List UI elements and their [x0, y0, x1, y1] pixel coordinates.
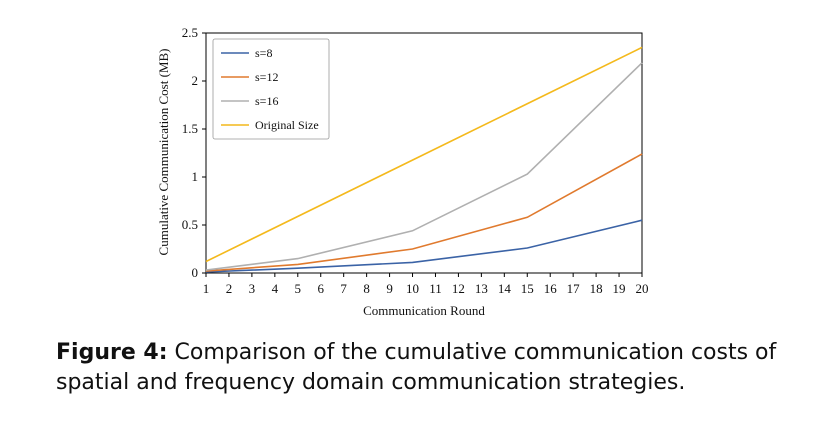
x-tick-label: 11	[429, 281, 442, 296]
legend-entry: s=12	[255, 70, 278, 84]
y-tick-label: 0.5	[182, 217, 198, 232]
x-tick-label: 15	[521, 281, 534, 296]
x-tick-label: 19	[613, 281, 626, 296]
x-tick-label: 6	[317, 281, 324, 296]
x-tick-label: 13	[475, 281, 488, 296]
x-axis-label: Communication Round	[363, 303, 485, 318]
x-tick-label: 3	[249, 281, 256, 296]
x-tick-label: 14	[498, 281, 512, 296]
legend-entry: s=8	[255, 46, 272, 60]
series-line	[205, 219, 643, 273]
y-tick-label: 1.5	[182, 121, 198, 136]
y-tick-label: 1	[192, 169, 199, 184]
x-tick-label: 17	[567, 281, 581, 296]
legend-entry: s=16	[255, 94, 278, 108]
legend-entry: Original Size	[255, 118, 319, 132]
x-tick-label: 20	[636, 281, 649, 296]
x-tick-label: 18	[590, 281, 603, 296]
series-line	[205, 46, 643, 263]
figure-caption: Figure 4: Comparison of the cumulative c…	[56, 338, 796, 398]
line-chart: 00.511.522.51 2 3 4 5 6 7 8 9 10 11 12 13 14 15 16 17 18 1…	[156, 25, 649, 318]
x-tick-label: 8	[363, 281, 370, 296]
plot-area: 00.511.522.51 2 3 4 5 6 7 8 9 10 11 12 13 14 15 16 17 18 1…	[182, 25, 649, 296]
x-tick-label: 4	[272, 281, 279, 296]
x-tick-label: 16	[544, 281, 558, 296]
series-line	[205, 62, 643, 271]
y-tick-label: 2	[192, 73, 199, 88]
y-axis-label: Cumulative Communication Cost (MB)	[156, 49, 171, 256]
caption-label: Figure 4:	[56, 340, 168, 365]
x-tick-label: 5	[295, 281, 302, 296]
legend-box	[212, 38, 330, 140]
x-tick-label: 2	[226, 281, 233, 296]
x-tick-label: 12	[452, 281, 465, 296]
y-tick-label: 0	[192, 265, 199, 280]
series-line	[205, 153, 643, 272]
x-tick-label: 9	[386, 281, 393, 296]
y-tick-label: 2.5	[182, 25, 198, 40]
x-tick-label: 1	[203, 281, 210, 296]
caption-text: Comparison of the cumulative communicati…	[56, 340, 777, 395]
plot-frame	[205, 32, 643, 274]
x-tick-label: 7	[340, 281, 347, 296]
x-tick-label: 10	[406, 281, 419, 296]
